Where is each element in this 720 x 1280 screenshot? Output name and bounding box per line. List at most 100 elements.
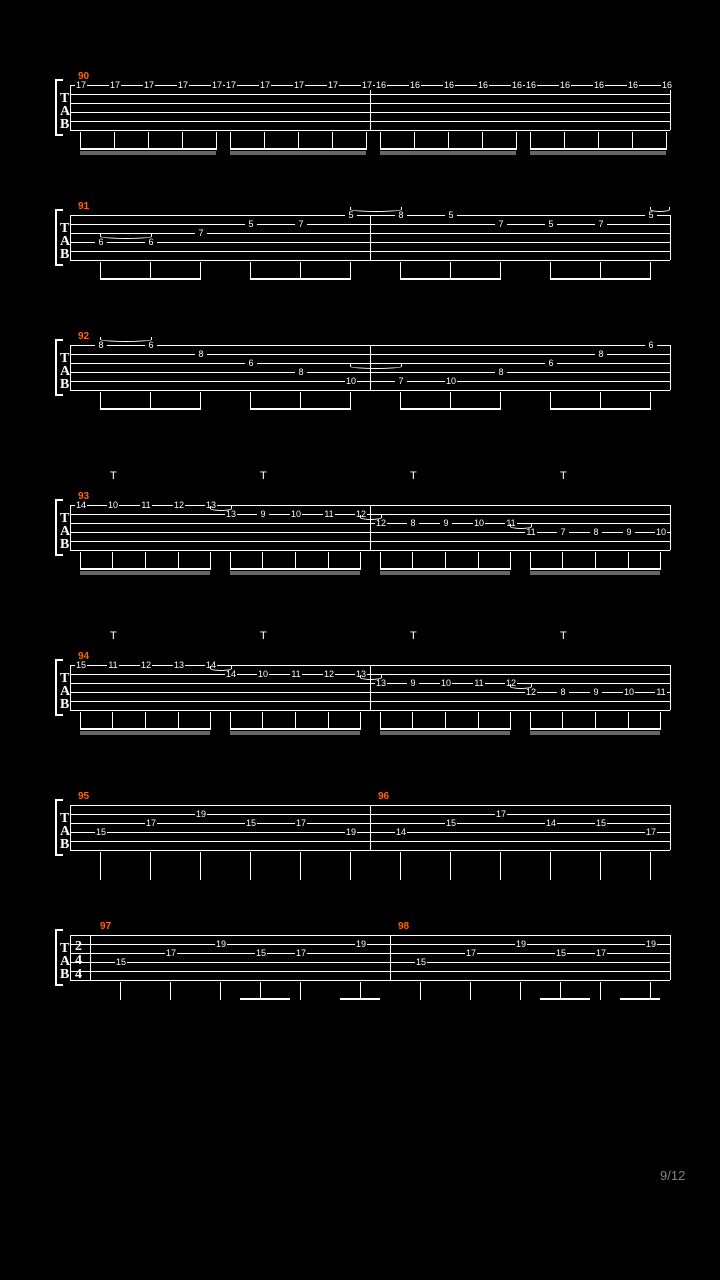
fret-number: 6: [245, 359, 257, 368]
fret-number: 11: [525, 528, 537, 537]
fret-number: 10: [290, 510, 302, 519]
measure-number: 91: [78, 201, 89, 212]
fret-number: 9: [440, 519, 452, 528]
fret-number: 9: [590, 688, 602, 697]
fret-number: 17: [595, 949, 607, 958]
fret-number: 17: [361, 81, 373, 90]
fret-number: 16: [559, 81, 571, 90]
fret-number: 15: [415, 958, 427, 967]
fret-number: 6: [145, 238, 157, 247]
fret-number: 17: [293, 81, 305, 90]
fret-number: 8: [590, 528, 602, 537]
fret-number: 5: [445, 211, 457, 220]
fret-number: 17: [295, 819, 307, 828]
fret-number: 5: [545, 220, 557, 229]
fret-number: 14: [545, 819, 557, 828]
fret-number: 7: [495, 220, 507, 229]
fret-number: 16: [443, 81, 455, 90]
fret-number: 15: [445, 819, 457, 828]
fret-number: 8: [395, 211, 407, 220]
fret-number: 19: [195, 810, 207, 819]
fret-number: 10: [257, 670, 269, 679]
fret-number: 15: [75, 661, 87, 670]
fret-number: 11: [655, 688, 667, 697]
fret-number: 15: [555, 949, 567, 958]
fret-number: 12: [140, 661, 152, 670]
fret-number: 15: [245, 819, 257, 828]
fret-number: 17: [75, 81, 87, 90]
fret-number: 16: [409, 81, 421, 90]
fret-number: 13: [375, 679, 387, 688]
measure-number: 98: [398, 921, 409, 932]
fret-number: 16: [593, 81, 605, 90]
fret-number: 17: [177, 81, 189, 90]
fret-number: 8: [557, 688, 569, 697]
fret-number: 17: [495, 810, 507, 819]
fret-number: 17: [143, 81, 155, 90]
fret-number: 17: [211, 81, 223, 90]
fret-number: 8: [95, 341, 107, 350]
fret-number: 16: [375, 81, 387, 90]
fret-number: 17: [225, 81, 237, 90]
fret-number: 10: [473, 519, 485, 528]
fret-number: 19: [215, 940, 227, 949]
fret-number: 17: [145, 819, 157, 828]
fret-number: 9: [407, 679, 419, 688]
fret-number: 17: [295, 949, 307, 958]
fret-number: 7: [557, 528, 569, 537]
fret-number: 16: [511, 81, 523, 90]
fret-number: 17: [109, 81, 121, 90]
fret-number: 7: [195, 229, 207, 238]
fret-number: 10: [440, 679, 452, 688]
measure-number: 96: [378, 791, 389, 802]
fret-number: 9: [623, 528, 635, 537]
fret-number: 5: [245, 220, 257, 229]
fret-number: 10: [107, 501, 119, 510]
fret-number: 8: [295, 368, 307, 377]
fret-number: 11: [140, 501, 152, 510]
fret-number: 12: [375, 519, 387, 528]
fret-number: 7: [295, 220, 307, 229]
measure-number: 95: [78, 791, 89, 802]
fret-number: 12: [323, 670, 335, 679]
fret-number: 19: [345, 828, 357, 837]
fret-number: 8: [495, 368, 507, 377]
fret-number: 16: [661, 81, 673, 90]
fret-number: 17: [645, 828, 657, 837]
fret-number: 15: [95, 828, 107, 837]
fret-number: 16: [627, 81, 639, 90]
fret-number: 16: [477, 81, 489, 90]
fret-number: 17: [165, 949, 177, 958]
page-number: 9/12: [660, 1168, 685, 1183]
fret-number: 19: [515, 940, 527, 949]
fret-number: 11: [473, 679, 485, 688]
fret-number: 16: [525, 81, 537, 90]
fret-number: 5: [345, 211, 357, 220]
fret-number: 6: [545, 359, 557, 368]
fret-number: 6: [145, 341, 157, 350]
fret-number: 7: [595, 220, 607, 229]
fret-number: 15: [115, 958, 127, 967]
fret-number: 11: [323, 510, 335, 519]
fret-number: 8: [407, 519, 419, 528]
fret-number: 15: [255, 949, 267, 958]
fret-number: 8: [595, 350, 607, 359]
fret-number: 13: [225, 510, 237, 519]
measure-number: 97: [100, 921, 111, 932]
fret-number: 14: [395, 828, 407, 837]
fret-number: 19: [645, 940, 657, 949]
fret-number: 17: [327, 81, 339, 90]
fret-number: 17: [465, 949, 477, 958]
fret-number: 10: [445, 377, 457, 386]
fret-number: 14: [75, 501, 87, 510]
fret-number: 6: [95, 238, 107, 247]
measure-number: 92: [78, 331, 89, 342]
fret-number: 12: [173, 501, 185, 510]
fret-number: 13: [173, 661, 185, 670]
fret-number: 10: [345, 377, 357, 386]
fret-number: 10: [655, 528, 667, 537]
fret-number: 11: [290, 670, 302, 679]
fret-number: 7: [395, 377, 407, 386]
fret-number: 8: [195, 350, 207, 359]
fret-number: 9: [257, 510, 269, 519]
